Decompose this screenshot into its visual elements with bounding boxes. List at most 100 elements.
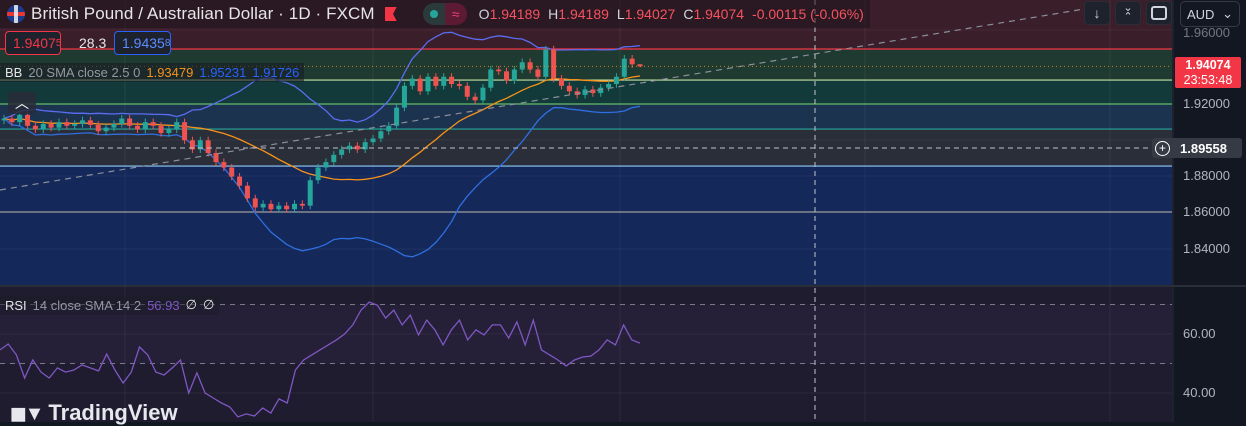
change-value: -0.00115 (-0.06%) bbox=[752, 6, 864, 22]
candle-body bbox=[87, 120, 93, 125]
candle-body bbox=[268, 203, 274, 210]
candle-body bbox=[150, 122, 156, 126]
candle-body bbox=[56, 122, 62, 128]
candle-body bbox=[119, 118, 125, 124]
candle-body bbox=[189, 140, 195, 150]
bb-legend[interactable]: BB 20 SMA close 2.5 0 1.93479 1.95231 1.… bbox=[0, 63, 305, 82]
flag-marker-icon[interactable] bbox=[384, 7, 397, 21]
candle-body bbox=[637, 64, 643, 67]
price-tick: 1.96000 bbox=[1183, 25, 1230, 40]
buy-price: 1.9435 bbox=[122, 35, 165, 51]
candle-body bbox=[425, 76, 431, 92]
bb-name: BB bbox=[5, 65, 23, 80]
open-value: 1.94189 bbox=[489, 6, 541, 22]
bar-countdown: 23:53:48 bbox=[1183, 73, 1233, 87]
market-status[interactable]: ≈ bbox=[422, 3, 467, 25]
rsi-legend[interactable]: RSI 14 close SMA 14 2 56.93 ∅ ∅ bbox=[0, 295, 220, 315]
plus-circle-icon[interactable]: + bbox=[1155, 140, 1170, 156]
candle-body bbox=[142, 122, 148, 130]
candle-body bbox=[221, 162, 227, 168]
candle-body bbox=[174, 122, 180, 130]
candle-body bbox=[205, 140, 211, 154]
candle-body bbox=[244, 185, 250, 199]
candle-body bbox=[551, 49, 557, 79]
candle-body bbox=[229, 167, 235, 177]
chevron-down-icon: ⌄ bbox=[1222, 6, 1233, 21]
candle-body bbox=[40, 123, 46, 130]
candle-body bbox=[213, 153, 219, 163]
bb-upper-line bbox=[3, 31, 641, 123]
wave-icon: ≈ bbox=[444, 3, 467, 25]
buy-price-pip: 8 bbox=[164, 37, 171, 49]
candle-body bbox=[590, 89, 596, 94]
candle-body bbox=[535, 69, 541, 77]
candle-body bbox=[197, 140, 203, 150]
collapse-button[interactable]: ⌄ ⌃ bbox=[1115, 1, 1141, 25]
candle-body bbox=[378, 131, 384, 139]
candle-body bbox=[464, 85, 470, 97]
candle-body bbox=[558, 78, 564, 86]
candle-body bbox=[621, 58, 627, 77]
candle-body bbox=[449, 76, 455, 85]
tradingview-logo[interactable]: ◼▼ TradingView bbox=[10, 400, 178, 426]
chevron-up-icon: ︿ bbox=[15, 95, 29, 111]
candle-body bbox=[17, 114, 23, 123]
close-value: 1.94074 bbox=[693, 6, 745, 22]
spread: 28.3 bbox=[79, 35, 107, 51]
candle-body bbox=[182, 122, 188, 141]
candle-body bbox=[299, 203, 305, 206]
candle-body bbox=[519, 62, 525, 70]
candle-body bbox=[260, 203, 266, 208]
price-tick: 1.88000 bbox=[1183, 168, 1230, 183]
gbp-aud-flag-icon bbox=[7, 5, 25, 23]
candle-body bbox=[315, 167, 321, 181]
candle-body bbox=[276, 205, 282, 210]
candle-body bbox=[354, 145, 360, 150]
scroll-to-latest-button[interactable]: ↓ bbox=[1084, 1, 1110, 25]
candle-body bbox=[488, 69, 494, 88]
fullscreen-icon bbox=[1151, 6, 1167, 20]
candle-body bbox=[613, 76, 619, 85]
candle-body bbox=[606, 84, 612, 88]
crosshair-price: 1.89558 bbox=[1180, 140, 1227, 156]
candle-body bbox=[64, 122, 70, 126]
candle-body bbox=[284, 205, 290, 210]
rsi-tick: 40.00 bbox=[1183, 385, 1216, 400]
sell-button[interactable]: 1.9407 5 bbox=[5, 31, 61, 55]
high-value: 1.94189 bbox=[558, 6, 609, 22]
candle-body bbox=[307, 180, 313, 206]
fullscreen-button[interactable] bbox=[1146, 1, 1172, 25]
collapse-legend-button[interactable]: ︿ bbox=[8, 92, 36, 114]
candle-body bbox=[9, 118, 15, 123]
bb-basis-line bbox=[3, 75, 641, 181]
currency-select[interactable]: AUD ⌄ bbox=[1180, 1, 1240, 27]
candle-body bbox=[72, 123, 78, 126]
rsi-ma-value: ∅ bbox=[185, 297, 197, 312]
rsi-band-value: ∅ bbox=[202, 297, 215, 312]
candle-body bbox=[480, 87, 486, 101]
bb-lower-line bbox=[3, 105, 641, 258]
rsi-params: 14 close SMA 14 2 bbox=[32, 297, 142, 313]
candle-body bbox=[472, 96, 478, 101]
arrow-down-icon: ↓ bbox=[1093, 5, 1101, 21]
tv-logo-icon: ◼▼ bbox=[10, 402, 44, 425]
candle-body bbox=[80, 120, 86, 124]
candle-body bbox=[362, 142, 368, 150]
candle-body bbox=[511, 69, 517, 81]
bb-basis-value: 1.93479 bbox=[146, 65, 194, 80]
bb-params: 20 SMA close 2.5 0 bbox=[28, 65, 141, 80]
candle-body bbox=[386, 125, 392, 132]
buy-button[interactable]: 1.9435 8 bbox=[114, 31, 171, 55]
candle-body bbox=[370, 138, 376, 143]
candle-body bbox=[629, 58, 635, 65]
symbol-title[interactable]: British Pound / Australian Dollar · 1D ·… bbox=[31, 4, 375, 23]
close-label: C bbox=[683, 6, 694, 22]
candle-body bbox=[103, 127, 109, 132]
zone-bg bbox=[0, 104, 1172, 130]
candle-body bbox=[566, 85, 572, 92]
candle-body bbox=[25, 114, 31, 126]
rsi-value: 56.93 bbox=[147, 297, 180, 313]
crosshair-price-label[interactable]: +1.89558 bbox=[1152, 138, 1242, 158]
currency-value: AUD bbox=[1187, 6, 1215, 22]
sell-price: 1.9407 bbox=[13, 35, 56, 51]
